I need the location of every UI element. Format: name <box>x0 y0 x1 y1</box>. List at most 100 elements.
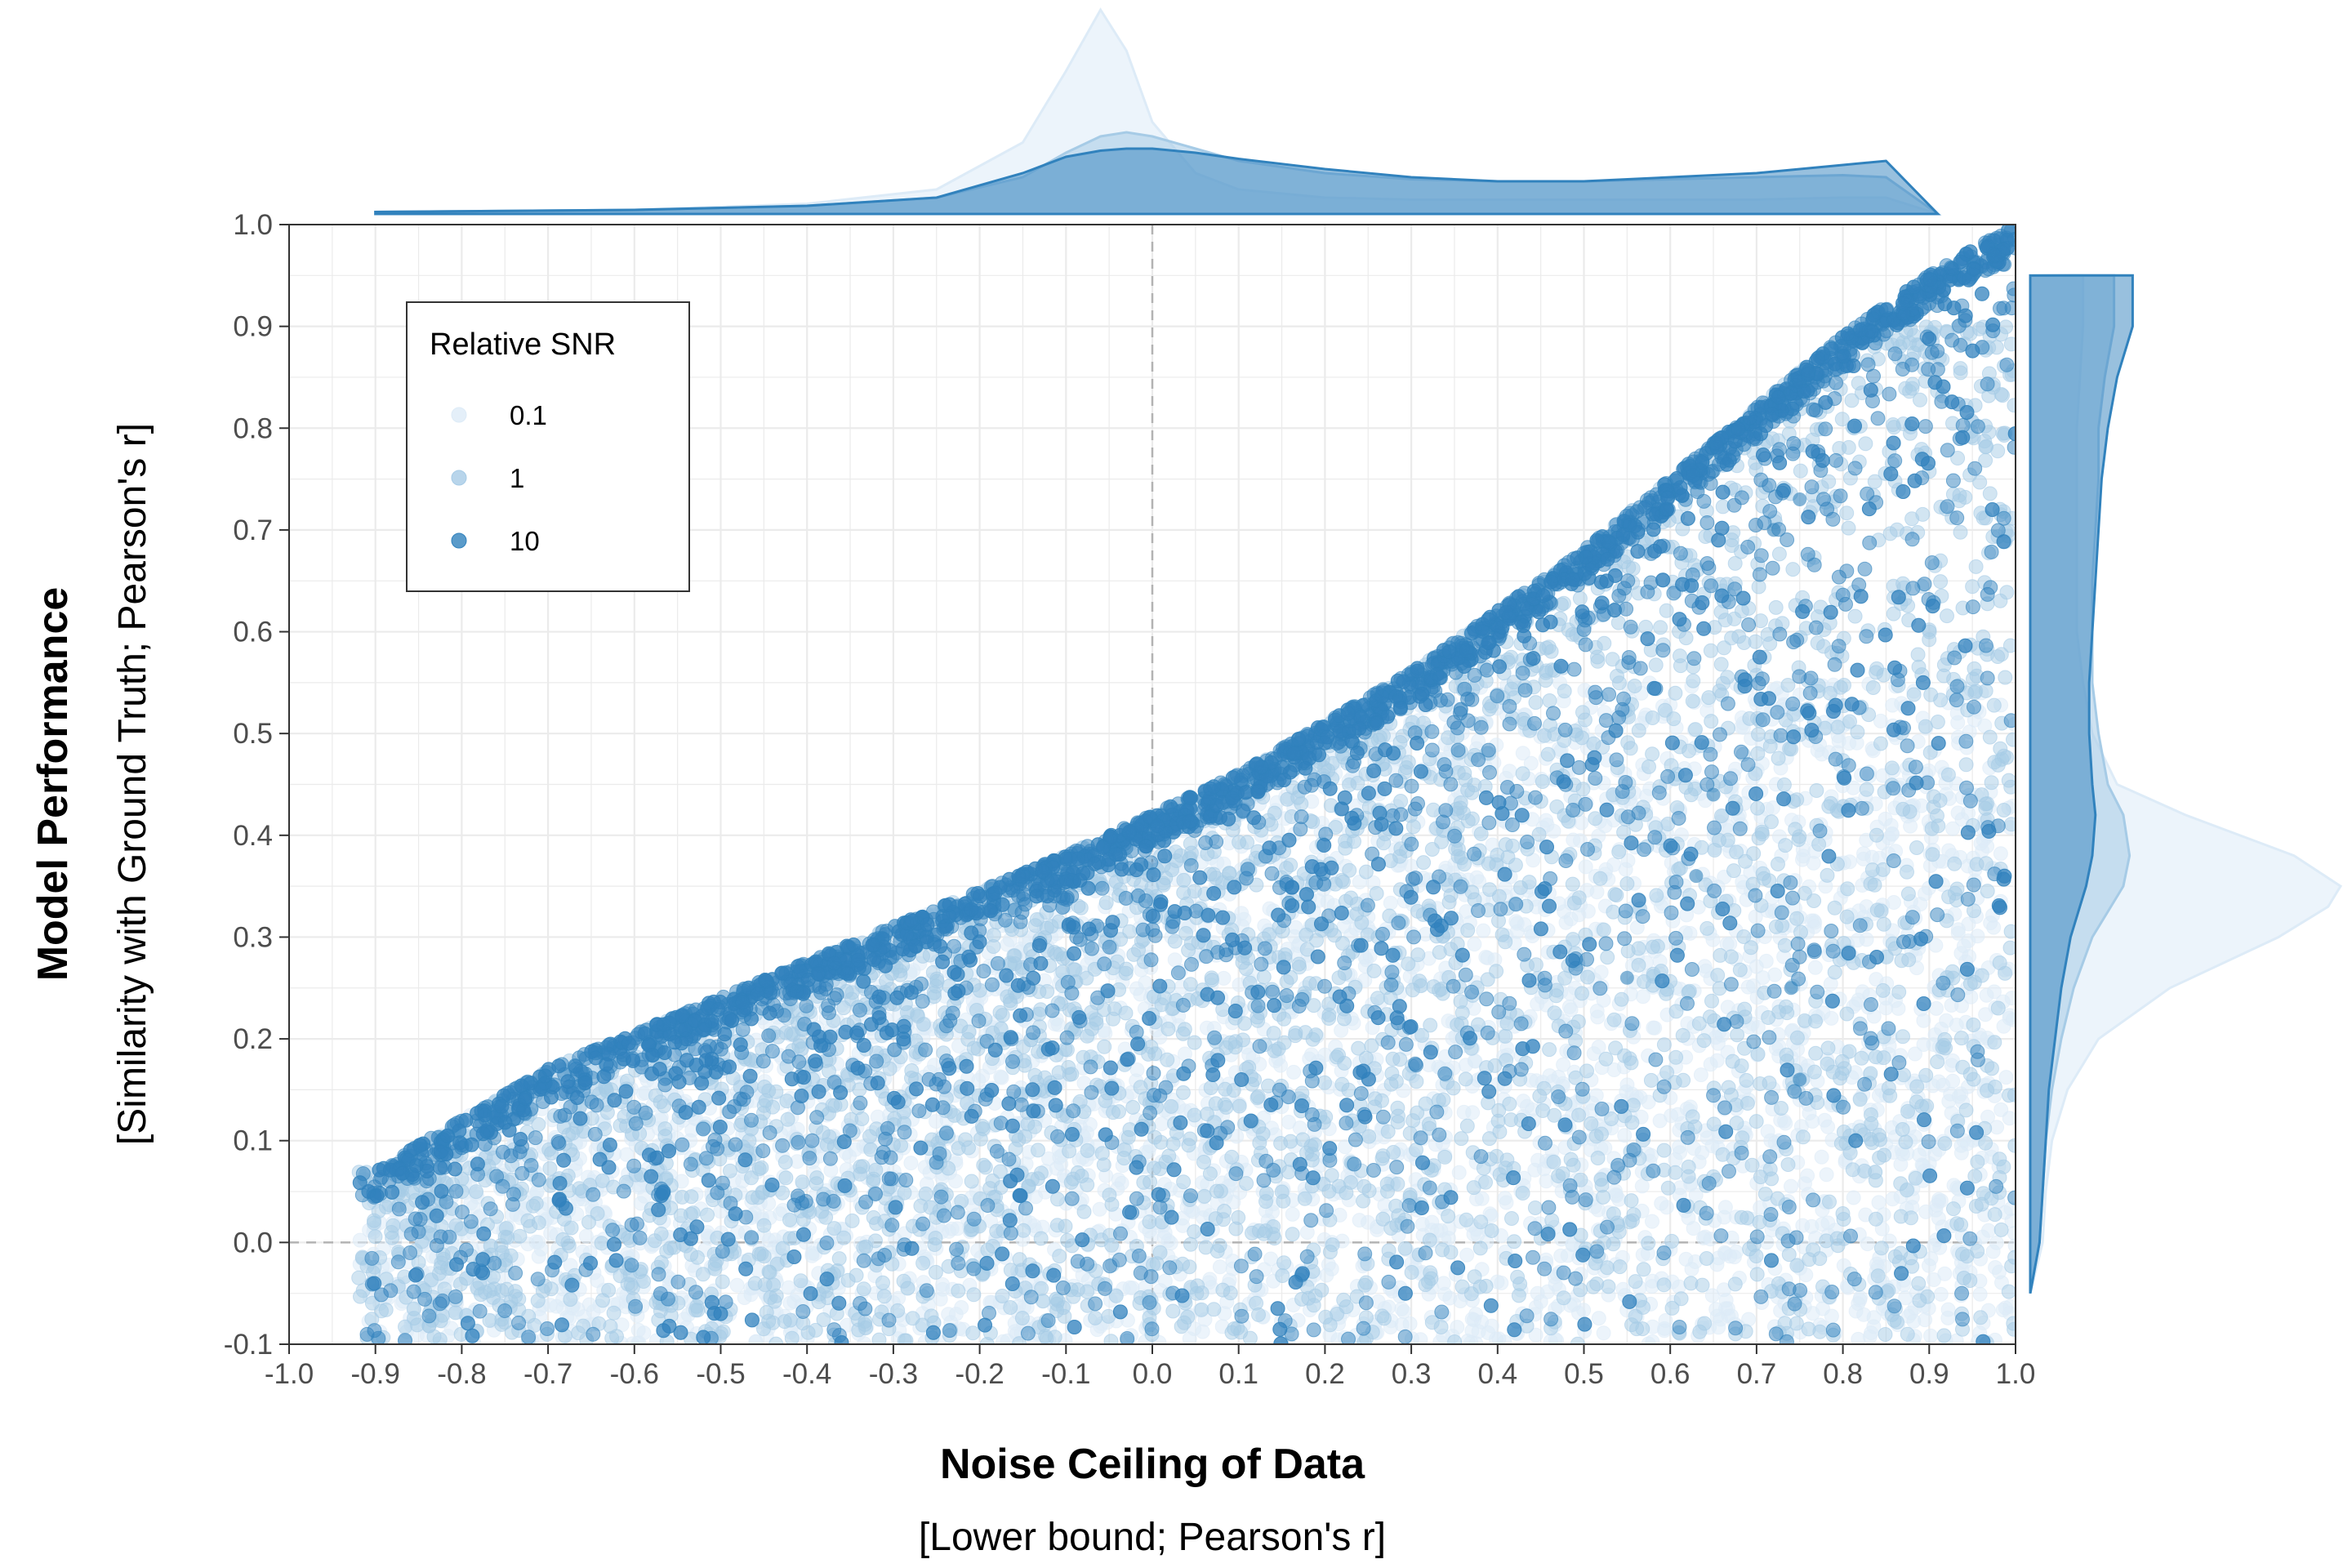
point <box>1950 805 1966 821</box>
point <box>1869 665 1884 680</box>
point <box>1675 1027 1690 1043</box>
point <box>1953 1145 1969 1160</box>
point <box>1540 746 1556 762</box>
point <box>1873 736 1888 751</box>
point <box>1824 1010 1839 1026</box>
point <box>1031 1143 1045 1158</box>
point <box>748 1334 764 1344</box>
point <box>1014 1311 1030 1325</box>
point <box>1784 1178 1798 1194</box>
point <box>868 1233 883 1249</box>
point <box>1909 840 1924 855</box>
point <box>1097 1039 1112 1054</box>
point <box>1986 697 2002 713</box>
point <box>1556 1057 1571 1072</box>
point <box>1931 1194 1947 1209</box>
point <box>1202 1272 1218 1287</box>
point <box>1706 1116 1722 1132</box>
point <box>512 1228 528 1244</box>
point <box>1504 1211 1519 1226</box>
point <box>1383 895 1398 911</box>
point <box>1598 1051 1614 1067</box>
point <box>1641 1236 1656 1251</box>
point <box>1819 1167 1834 1183</box>
point <box>1806 893 1822 908</box>
point <box>1984 775 1999 791</box>
point <box>1820 1040 1836 1056</box>
point <box>1744 1157 1760 1173</box>
point <box>1989 1235 2004 1250</box>
point <box>1949 1018 1964 1033</box>
point <box>1275 1268 1290 1283</box>
point <box>1910 647 1926 662</box>
point <box>1447 1334 1463 1344</box>
point <box>1467 937 1482 952</box>
point <box>1451 1165 1467 1180</box>
point <box>1563 911 1579 927</box>
point <box>1476 923 1491 938</box>
point <box>971 1072 987 1088</box>
point <box>1453 994 1468 1009</box>
point <box>1982 486 1998 501</box>
point <box>1704 993 1719 1009</box>
point <box>1884 760 1900 776</box>
point <box>1460 923 1476 938</box>
point <box>1401 755 1416 770</box>
point <box>1872 1150 1887 1165</box>
point <box>1741 1312 1757 1327</box>
point <box>1285 1206 1300 1222</box>
point <box>1730 1027 1745 1043</box>
point <box>1437 1286 1453 1302</box>
point <box>1840 881 1855 897</box>
point <box>1154 1116 1169 1132</box>
point <box>844 1213 860 1228</box>
point <box>1678 1251 1694 1267</box>
point <box>1886 895 1901 910</box>
point <box>1647 1020 1663 1036</box>
point <box>601 1282 617 1298</box>
point <box>1806 1064 1822 1080</box>
point <box>1607 1183 1623 1199</box>
point <box>1908 1046 1922 1062</box>
point <box>1176 1174 1192 1190</box>
point <box>1758 953 1774 969</box>
point <box>1918 886 1932 902</box>
point <box>1986 920 2002 935</box>
point <box>368 1229 383 1245</box>
point <box>1808 1045 1824 1061</box>
point <box>1016 1223 1031 1238</box>
point <box>1827 964 1842 980</box>
point <box>1556 595 1571 611</box>
point <box>631 1179 647 1195</box>
point <box>543 1226 559 1241</box>
point <box>1645 1214 1659 1229</box>
point <box>1864 849 1880 865</box>
point <box>1224 1149 1240 1165</box>
point <box>954 1300 969 1315</box>
point <box>1566 832 1581 848</box>
point <box>1916 1037 1931 1052</box>
point <box>1187 1107 1202 1123</box>
point <box>1080 1143 1095 1158</box>
point <box>528 1234 544 1250</box>
point <box>1708 1302 1724 1317</box>
point <box>1611 844 1627 860</box>
point <box>1298 927 1314 942</box>
point <box>1472 1241 1488 1256</box>
point <box>1584 1116 1599 1131</box>
point <box>1619 1077 1635 1093</box>
point <box>1929 1000 1944 1016</box>
point <box>1726 863 1741 879</box>
point <box>1922 632 1937 648</box>
point <box>1855 984 1870 1000</box>
point <box>918 1186 933 1201</box>
point <box>1727 1276 1743 1292</box>
point <box>1696 1231 1711 1245</box>
point <box>1591 1311 1606 1326</box>
point <box>1432 1334 1448 1344</box>
point <box>1606 904 1621 920</box>
point <box>1860 1236 1875 1252</box>
point <box>1658 1313 1673 1328</box>
point <box>1580 969 1595 985</box>
